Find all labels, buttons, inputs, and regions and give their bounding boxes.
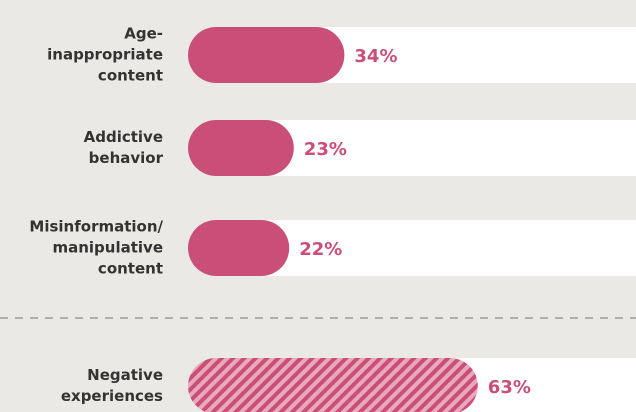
bar-track (188, 120, 636, 176)
category-label: Addictive behavior (83, 128, 163, 167)
value-label: 23% (304, 139, 347, 160)
bar-track (188, 220, 636, 276)
category-label: Misinformation/ manipulative content (29, 217, 163, 278)
value-label: 63% (488, 377, 531, 398)
bar (188, 120, 294, 176)
category-label: Negative experiences (60, 366, 163, 405)
bar (188, 358, 478, 412)
bar (188, 220, 290, 276)
bar (188, 27, 345, 83)
value-label: 34% (354, 46, 397, 67)
value-label: 22% (299, 239, 342, 260)
category-label: Age- inappropriate content (47, 24, 163, 85)
